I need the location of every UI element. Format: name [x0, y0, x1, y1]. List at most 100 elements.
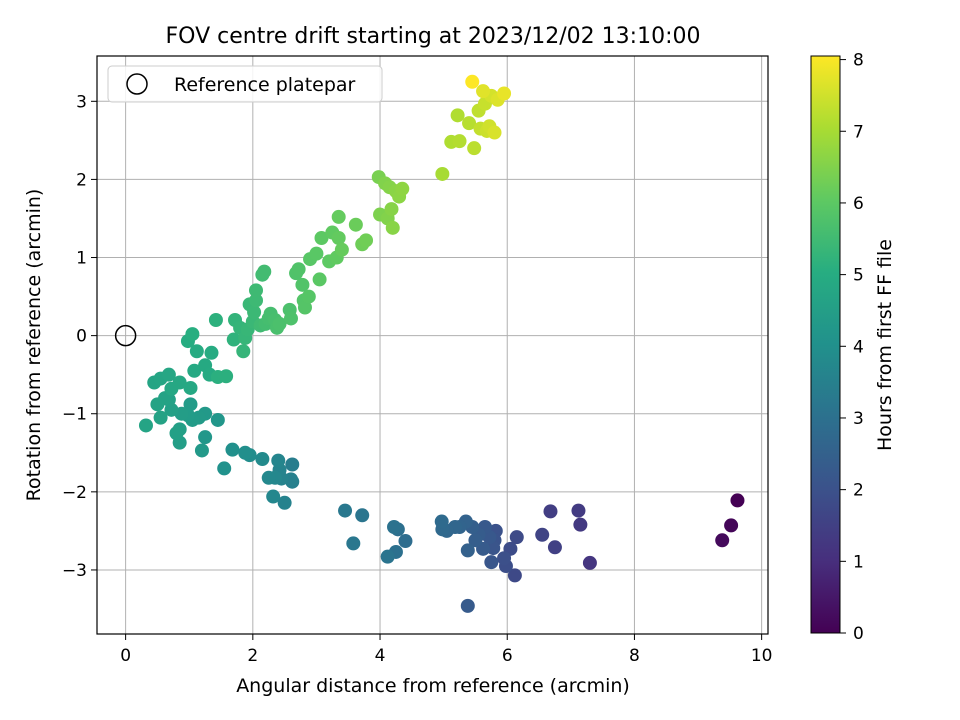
data-point: [331, 230, 346, 245]
data-point: [384, 202, 399, 217]
scatter-points: [138, 74, 745, 613]
data-point: [210, 412, 225, 427]
data-point: [217, 461, 232, 476]
plot-area: 0 2 4 6 8 10 −3 −2 −1 0 1 2 3: [62, 55, 772, 666]
data-point: [435, 166, 450, 181]
data-point: [169, 426, 184, 441]
data-point: [183, 380, 198, 395]
data-point: [285, 457, 300, 472]
data-point: [255, 452, 270, 467]
data-point: [295, 277, 310, 292]
data-point: [249, 283, 264, 298]
data-point: [380, 549, 395, 564]
data-point: [331, 209, 346, 224]
colorbar-gradient: [810, 55, 841, 634]
data-point: [543, 504, 558, 519]
data-point: [150, 397, 165, 412]
data-point: [138, 418, 153, 433]
colorbar-tick-label: 8: [853, 51, 864, 71]
data-point: [571, 503, 586, 518]
colorbar-tick-label: 6: [853, 194, 864, 214]
data-point: [257, 264, 272, 279]
y-tick-label: 2: [76, 170, 87, 190]
data-point: [715, 533, 730, 548]
data-point: [460, 598, 475, 613]
data-point: [535, 527, 550, 542]
data-point: [189, 344, 204, 359]
x-axis-ticks: 0 2 4 6 8 10: [120, 634, 772, 666]
y-axis-ticks: −3 −2 −1 0 1 2 3: [62, 92, 97, 581]
data-point: [314, 230, 329, 245]
data-point: [312, 272, 327, 287]
colorbar-label: Hours from first FF file: [874, 239, 896, 451]
data-point: [261, 470, 276, 485]
data-point: [465, 74, 480, 89]
y-tick-label: −2: [62, 483, 87, 503]
data-point: [509, 530, 524, 545]
y-tick-label: −1: [62, 405, 87, 425]
legend: Reference platepar: [107, 65, 383, 103]
data-point: [226, 332, 241, 347]
data-point: [291, 262, 306, 277]
y-tick-label: 0: [76, 327, 87, 347]
y-tick-label: 1: [76, 249, 87, 269]
colorbar-tick-label: 3: [853, 409, 864, 429]
data-point: [297, 300, 312, 315]
data-point: [208, 313, 223, 328]
data-point: [309, 246, 324, 261]
data-point: [450, 108, 465, 123]
colorbar-tick-label: 2: [853, 481, 864, 501]
data-point: [355, 508, 370, 523]
legend-reference-marker: [126, 73, 148, 95]
reference-marker: [114, 324, 137, 347]
data-point: [468, 533, 483, 548]
plot-frame: [96, 55, 769, 635]
x-axis-label: Angular distance from reference (arcmin): [236, 675, 630, 697]
data-point: [153, 410, 168, 425]
data-point: [487, 125, 502, 140]
x-tick-label: 4: [375, 646, 386, 666]
reference-point: [114, 324, 137, 347]
y-axis-label: Rotation from reference (arcmin): [23, 189, 45, 502]
colorbar-tick-label: 5: [853, 266, 864, 286]
data-point: [183, 397, 198, 412]
data-point: [467, 141, 482, 156]
colorbar-tick-label: 1: [853, 552, 864, 572]
data-point: [185, 327, 200, 342]
data-point: [277, 495, 292, 510]
x-tick-label: 2: [247, 646, 258, 666]
colorbar-ticks: 0 1 2 3 4 5 6 7 8: [840, 51, 864, 644]
chart-title: FOV centre drift starting at 2023/12/02 …: [166, 24, 701, 49]
data-point: [338, 503, 353, 518]
data-point: [582, 555, 597, 570]
data-point: [385, 220, 400, 235]
data-point: [484, 555, 499, 570]
x-tick-label: 8: [629, 646, 640, 666]
data-point: [462, 116, 477, 131]
data-point: [724, 518, 739, 533]
data-point: [460, 543, 475, 558]
data-point: [266, 489, 281, 504]
data-point: [359, 233, 374, 248]
data-point: [272, 316, 287, 331]
data-point: [238, 445, 253, 460]
data-point: [486, 541, 501, 556]
y-tick-label: 3: [76, 92, 87, 112]
data-point: [301, 289, 316, 304]
data-point: [398, 534, 413, 549]
data-point: [334, 242, 349, 257]
data-point: [247, 305, 262, 320]
x-tick-label: 10: [751, 646, 773, 666]
y-tick-label: −3: [62, 561, 87, 581]
colorbar: 0 1 2 3 4 5 6 7 8 Hours from first FF file: [810, 51, 896, 644]
data-point: [249, 293, 264, 308]
data-point: [161, 367, 176, 382]
data-point: [219, 369, 234, 384]
data-point: [547, 540, 562, 555]
colorbar-tick-label: 7: [853, 122, 864, 142]
data-point: [434, 514, 449, 529]
data-point: [452, 134, 467, 149]
legend-entry: Reference platepar: [174, 74, 356, 96]
data-point: [395, 181, 410, 196]
